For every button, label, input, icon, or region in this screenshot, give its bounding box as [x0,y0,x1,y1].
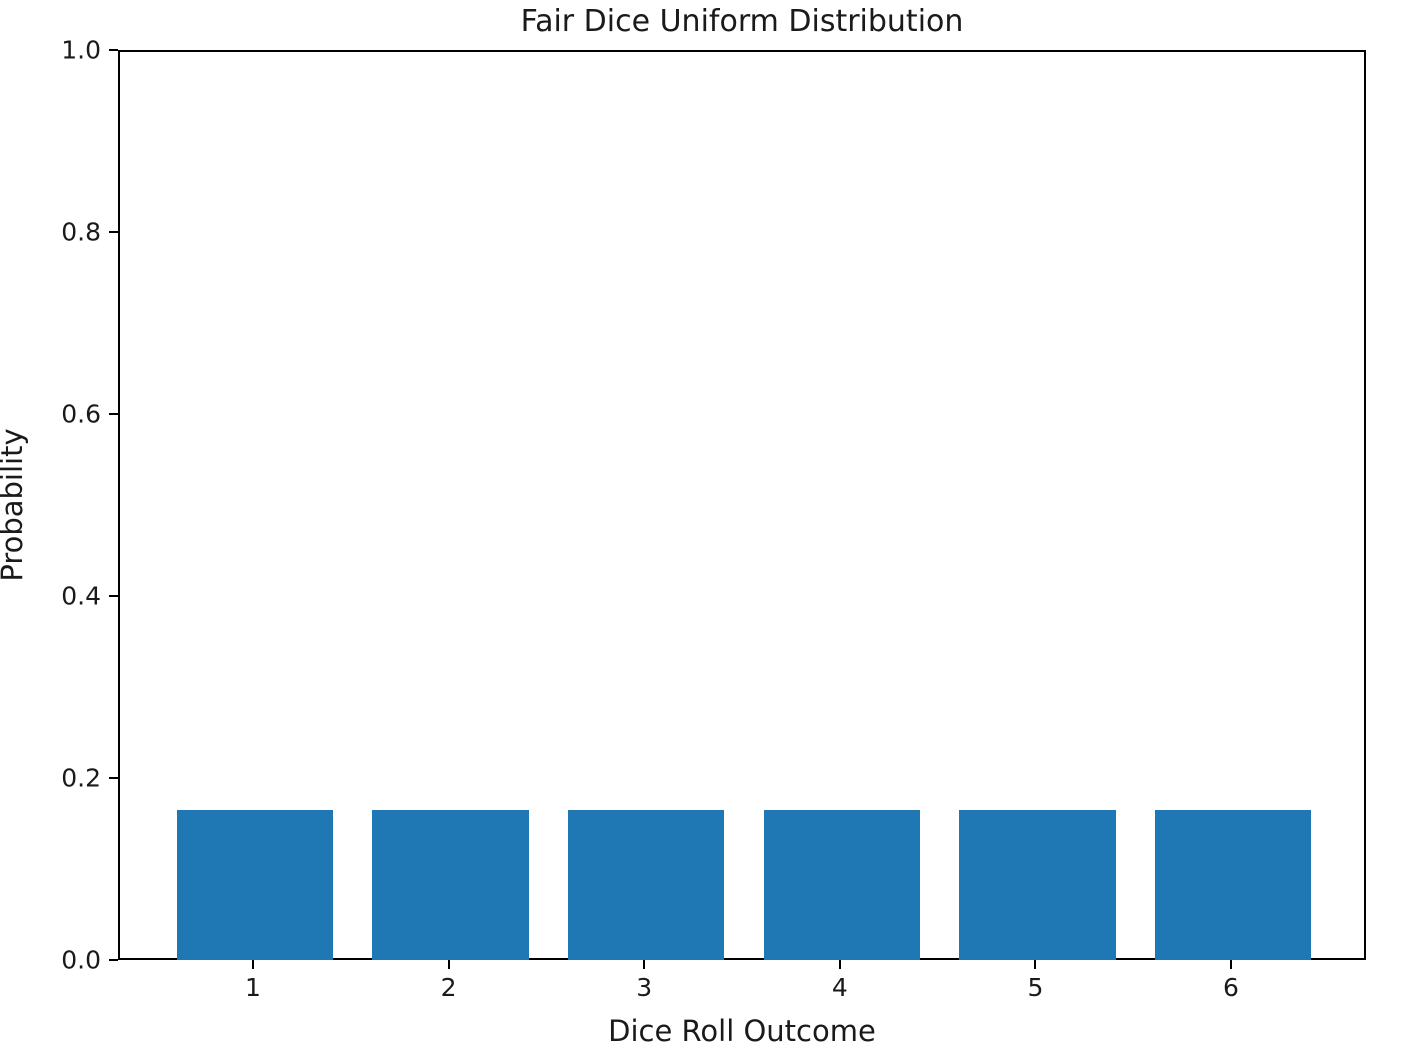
y-tick-label: 0.4 [61,581,101,611]
plot-area [118,50,1366,960]
x-tick-mark [252,960,254,969]
chart-title: Fair Dice Uniform Distribution [520,4,964,39]
bar-6 [1154,810,1312,960]
y-tick-mark [109,777,118,779]
y-tick-mark [109,413,118,415]
y-tick-label: 0.6 [61,399,101,429]
bar-3 [567,810,725,960]
y-tick-mark [109,595,118,597]
x-tick-label: 5 [1027,973,1044,1002]
y-tick-mark [109,959,118,961]
y-tick-mark [109,231,118,233]
x-axis-label: Dice Roll Outcome [608,1014,876,1048]
bar-2 [372,810,529,960]
y-tick-label: 1.0 [61,35,101,65]
x-tick-label: 1 [245,973,261,1002]
x-tick-label: 6 [1223,973,1239,1002]
x-tick-label: 2 [440,973,457,1002]
x-tick-mark [643,960,646,969]
y-tick-label: 0.8 [61,217,101,247]
x-tick-mark [838,960,841,969]
bar-4 [763,810,921,960]
x-tick-label: 4 [831,973,848,1002]
y-tick-label: 0.2 [61,763,101,793]
x-tick-mark [447,960,450,969]
bar-5 [959,810,1116,960]
y-tick-mark [109,49,118,51]
x-tick-mark [1230,960,1232,969]
x-tick-mark [1034,960,1037,969]
y-tick-label: 0.0 [61,945,101,975]
x-tick-label: 3 [636,973,653,1002]
bar-1 [176,810,334,960]
